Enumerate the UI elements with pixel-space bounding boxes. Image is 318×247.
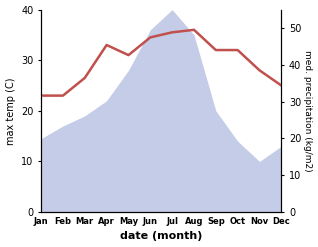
- Y-axis label: max temp (C): max temp (C): [5, 77, 16, 144]
- X-axis label: date (month): date (month): [120, 231, 203, 242]
- Y-axis label: med. precipitation (kg/m2): med. precipitation (kg/m2): [303, 50, 313, 172]
